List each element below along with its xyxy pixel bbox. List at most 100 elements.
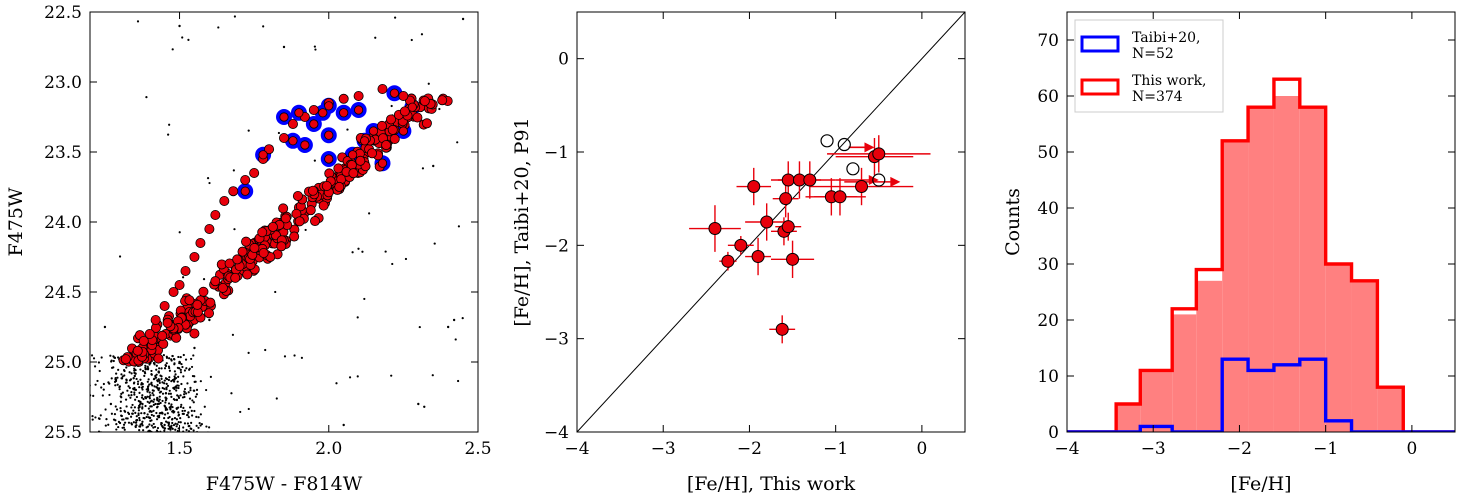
field-star xyxy=(164,392,168,395)
field-star xyxy=(187,416,190,419)
taibi-member-star xyxy=(368,126,379,136)
field-star xyxy=(155,364,158,367)
field-star xyxy=(357,247,360,250)
field-star xyxy=(189,386,192,389)
field-star xyxy=(166,412,169,415)
field-star xyxy=(177,395,180,398)
histogram-bar xyxy=(1196,280,1223,432)
field-star xyxy=(175,435,177,437)
field-star xyxy=(141,369,145,373)
field-star xyxy=(342,423,345,427)
p91-open-point xyxy=(820,134,834,148)
field-star xyxy=(418,325,421,329)
field-star xyxy=(152,403,155,406)
field-star xyxy=(147,407,150,410)
member-star xyxy=(318,200,329,211)
field-star xyxy=(233,15,237,18)
field-star xyxy=(152,394,155,397)
field-star xyxy=(140,396,144,399)
field-star xyxy=(179,368,182,371)
field-star xyxy=(161,386,164,390)
member-star xyxy=(195,237,206,248)
field-star xyxy=(179,417,182,420)
member-star xyxy=(232,254,243,265)
field-star xyxy=(417,402,420,406)
taibi-member-star xyxy=(407,102,417,112)
metallicity-point xyxy=(872,147,886,161)
field-star xyxy=(183,369,187,372)
field-star xyxy=(175,418,179,421)
x-tick-label: −1 xyxy=(1313,439,1338,459)
field-star xyxy=(92,394,95,397)
member-star xyxy=(421,118,432,129)
field-star xyxy=(148,416,151,420)
field-star xyxy=(148,410,151,413)
cmd-x-label: F475W - F814W xyxy=(206,473,363,495)
comparison-ticks: −4 −3 −2 −1 0 −4 −3 −2 −1 0 xyxy=(544,12,965,459)
field-star xyxy=(175,386,178,389)
field-star xyxy=(125,366,128,369)
field-star xyxy=(140,412,143,415)
field-star xyxy=(164,363,167,367)
field-star xyxy=(356,316,359,319)
field-star xyxy=(136,382,140,386)
field-star xyxy=(169,392,172,395)
field-star xyxy=(177,355,180,359)
taibi-member-star xyxy=(348,150,358,160)
field-star xyxy=(452,318,456,322)
member-star xyxy=(399,106,410,117)
field-star xyxy=(148,391,151,394)
field-star xyxy=(179,356,182,359)
field-star xyxy=(152,422,155,426)
field-star xyxy=(141,385,144,388)
field-star xyxy=(148,363,151,366)
field-star xyxy=(193,346,196,350)
field-star xyxy=(146,400,149,403)
field-star xyxy=(115,408,119,411)
field-star xyxy=(104,408,107,411)
field-star xyxy=(169,405,172,408)
field-star xyxy=(156,386,159,389)
field-star xyxy=(208,318,211,322)
member-star xyxy=(376,120,387,131)
field-star xyxy=(90,354,94,357)
field-star xyxy=(150,435,152,437)
member-star xyxy=(387,124,398,135)
field-star xyxy=(119,434,121,436)
field-star xyxy=(146,380,149,383)
member-star xyxy=(120,354,131,365)
field-star xyxy=(119,407,122,410)
field-star xyxy=(159,401,162,405)
field-star xyxy=(120,414,123,417)
member-star xyxy=(230,272,241,283)
histogram-bar xyxy=(1325,264,1352,432)
field-star xyxy=(189,389,192,392)
field-star xyxy=(180,362,183,366)
field-star xyxy=(231,333,235,336)
field-star xyxy=(208,426,211,429)
field-star xyxy=(167,392,171,395)
field-star xyxy=(152,378,156,381)
p91-open-point xyxy=(837,137,851,152)
field-star xyxy=(171,421,174,425)
field-star xyxy=(169,435,171,437)
histogram-bar xyxy=(1222,140,1249,432)
field-star xyxy=(173,375,176,378)
field-star xyxy=(420,33,424,36)
field-star xyxy=(170,426,173,429)
field-star xyxy=(179,405,183,408)
field-star xyxy=(153,385,156,388)
field-star xyxy=(197,416,200,419)
field-star xyxy=(97,417,101,420)
field-star xyxy=(161,436,163,438)
field-star xyxy=(133,406,136,409)
field-star xyxy=(183,387,187,391)
field-star xyxy=(431,374,434,377)
field-star xyxy=(99,414,102,417)
member-star xyxy=(189,251,200,262)
field-star xyxy=(120,392,123,396)
field-star xyxy=(173,417,177,420)
taibi-member-star xyxy=(318,108,328,118)
x-tick-label: 1.5 xyxy=(166,439,193,459)
field-star xyxy=(141,403,144,406)
